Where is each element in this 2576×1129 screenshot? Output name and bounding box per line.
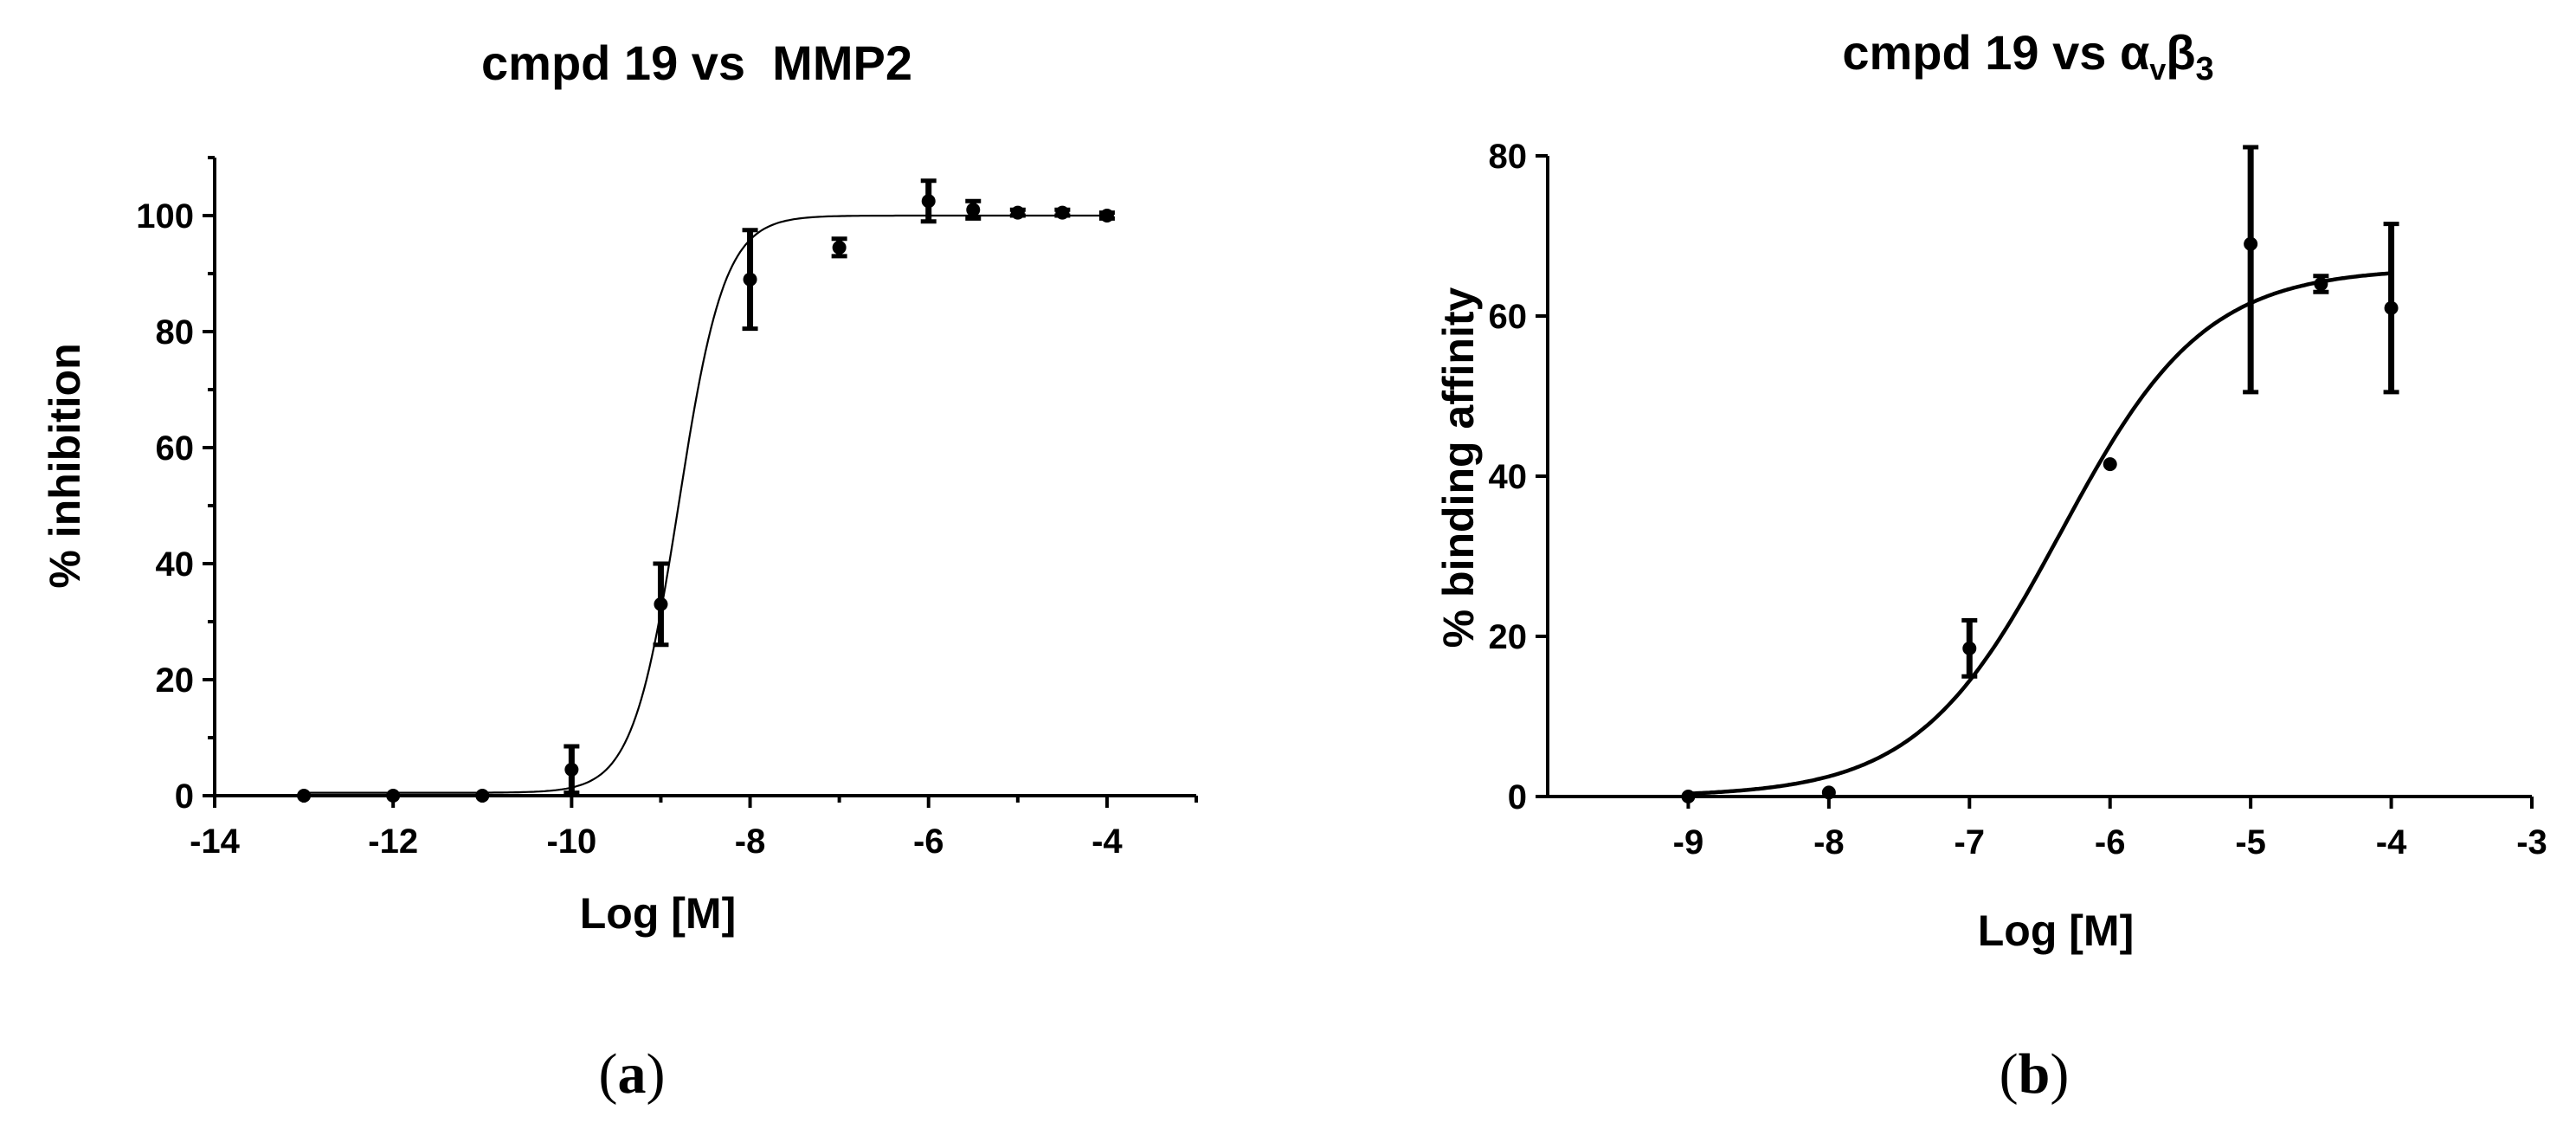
chart-a-x-tick-label: -14: [190, 823, 241, 861]
chart-a-x-tick-label: -6: [913, 823, 944, 861]
chart-b-x-tick-label: -3: [2516, 823, 2547, 861]
chart-b-data-point: [1681, 790, 1696, 803]
chart-b-title-alpha: α: [2120, 25, 2149, 80]
chart-a-data-point: [564, 762, 579, 777]
chart-a-y-tick-label: 80: [156, 313, 195, 352]
chart-a-data-point: [1055, 205, 1070, 220]
chart-b-data-point: [2314, 277, 2328, 291]
chart-a-data-point: [386, 789, 401, 803]
chart-b-y-tick-label: 40: [1489, 458, 1528, 496]
chart-a-data-point: [743, 272, 757, 287]
chart-a-data-point: [1099, 209, 1114, 223]
chart-b-x-tick-label: -9: [1673, 823, 1704, 861]
chart-a-ylabel: % inhibition: [41, 343, 89, 588]
chart-a-data-point: [832, 240, 847, 255]
chart-a-data-point: [475, 789, 490, 803]
panel-b-caption-letter: b: [2019, 1042, 2051, 1106]
chart-b-fit-curve: [1688, 271, 2392, 796]
chart-b-ylabel: % binding affinity: [1434, 287, 1483, 648]
chart-b-x-tick-label: -7: [1954, 823, 1985, 861]
chart-b-title-alpha-sub: v: [2149, 54, 2166, 87]
chart-b-axes: -9 -8 -7 -6 -5 -4 -3 0 20 40 60 80: [1489, 138, 2547, 861]
chart-b-marks: [1681, 145, 2399, 803]
chart-b-title-main: cmpd 19 vs: [1842, 25, 2120, 80]
chart-a-x-tick-label: -10: [546, 823, 596, 861]
chart-a-data-point: [297, 789, 312, 803]
chart-a-y-tick-label: 40: [156, 545, 195, 584]
chart-panel-b: cmpd 19 vs αvβ3 % binding affinity Log […: [1434, 25, 2547, 1106]
chart-a-data-point: [966, 203, 981, 217]
chart-panel-a: cmpd 19 vs MMP2 % inhibition Log [M] -14…: [41, 35, 1198, 1106]
chart-b-xlabel: Log [M]: [1978, 906, 2134, 955]
chart-a-marks: [297, 178, 1115, 803]
chart-a-y-tick-label: 100: [136, 197, 194, 235]
chart-b-y-tick-label: 60: [1489, 298, 1528, 336]
chart-a-fit-curve: [304, 214, 1107, 794]
chart-a-y-tick-label: 0: [175, 777, 194, 816]
chart-a-axes: -14 -12 -10 -8 -6 -4 0 20 40 60 80 100: [136, 156, 1198, 861]
chart-b-title-beta-sub: 3: [2196, 51, 2214, 87]
chart-a-data-point: [654, 597, 668, 611]
chart-b-title: cmpd 19 vs αvβ3: [1842, 25, 2213, 87]
chart-a-data-point: [921, 194, 936, 209]
chart-a-x-tick-label: -4: [1092, 823, 1123, 861]
chart-b-data-point: [2103, 457, 2117, 472]
chart-b-x-tick-label: -5: [2235, 823, 2266, 861]
chart-b-x-tick-label: -4: [2376, 823, 2407, 861]
chart-a-xlabel: Log [M]: [580, 889, 736, 938]
chart-b-data-point: [1962, 641, 1977, 655]
chart-b-x-tick-label: -8: [1813, 823, 1845, 861]
chart-b-y-tick-label: 20: [1489, 618, 1528, 656]
chart-b-y-tick-label: 0: [1508, 778, 1527, 816]
chart-a-title: cmpd 19 vs MMP2: [481, 35, 912, 90]
panel-a-caption-letter: a: [618, 1042, 647, 1106]
chart-b-data-point: [1821, 785, 1836, 800]
chart-a-data-point: [1010, 205, 1025, 220]
chart-a-y-tick-label: 20: [156, 661, 195, 700]
panel-a-caption: (a): [599, 1042, 666, 1106]
chart-a-x-tick-label: -12: [368, 823, 418, 861]
chart-b-x-tick-label: -6: [2095, 823, 2126, 861]
chart-a-x-tick-label: -8: [735, 823, 766, 861]
panel-b-caption: (b): [2000, 1042, 2070, 1106]
chart-b-y-tick-label: 80: [1489, 138, 1528, 176]
chart-b-data-point: [2244, 236, 2258, 251]
chart-a-y-tick-label: 60: [156, 429, 195, 468]
chart-b-data-point: [2384, 300, 2399, 315]
chart-b-title-beta: β: [2166, 25, 2195, 80]
